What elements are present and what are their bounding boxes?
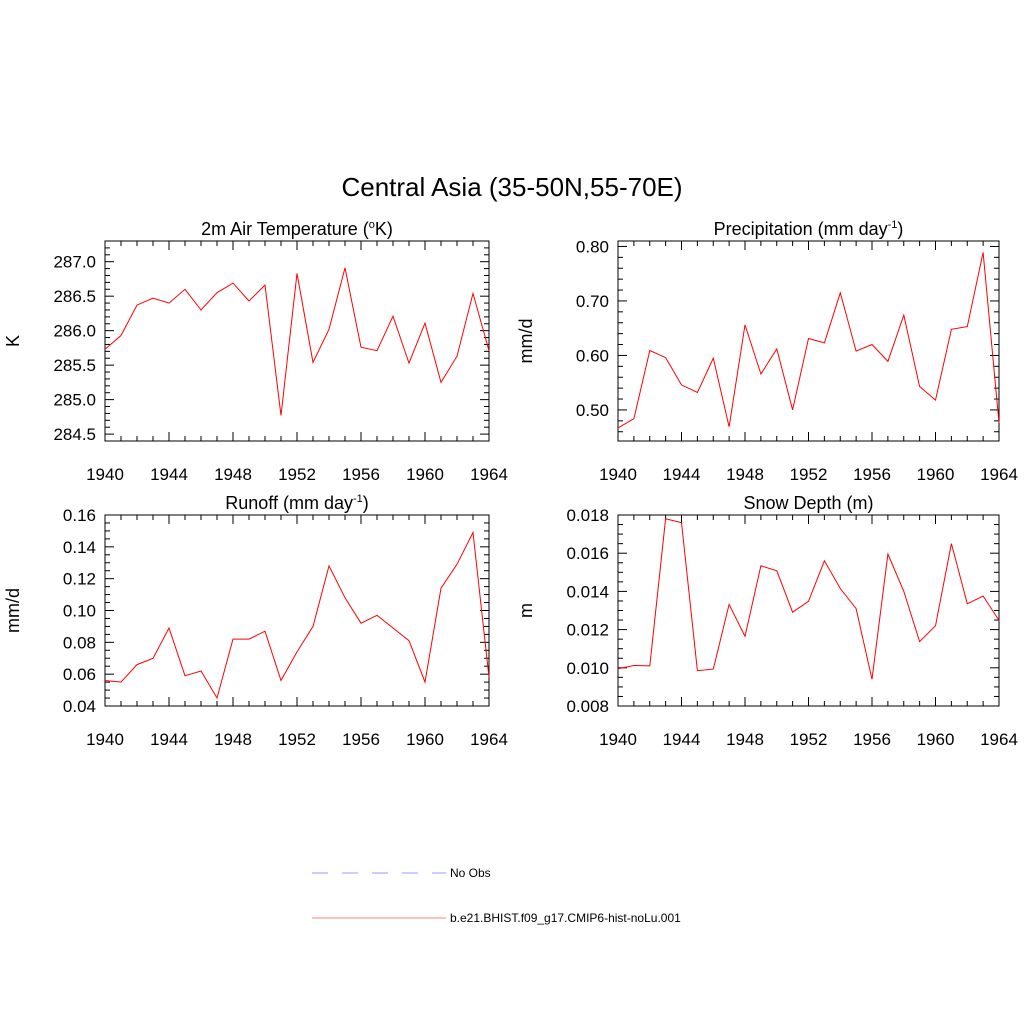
y-tick-label: 0.018 <box>566 506 609 525</box>
legend: No Obs b.e21.BHIST.f09_g17.CMIP6-hist-noL… <box>312 866 681 925</box>
figure-title: Central Asia (35-50N,55-70E) <box>341 172 682 202</box>
x-tick-label: 1944 <box>663 465 701 484</box>
panel-precipitation: Precipitation (mm day-1) mm/d 1940 1944 1948… <box>516 219 1018 484</box>
y-tick-label: 284.5 <box>53 425 96 444</box>
x-tick-label: 1940 <box>86 465 124 484</box>
series-line <box>104 530 490 700</box>
y-tick-label: 0.016 <box>566 544 609 563</box>
y-tick-label: 0.12 <box>63 570 96 589</box>
x-tick-label: 1964 <box>980 465 1018 484</box>
y-tick-label: 0.06 <box>63 665 96 684</box>
y-tick-label: 0.14 <box>63 538 96 557</box>
plot-frame <box>617 514 1000 707</box>
x-tick-label: 1948 <box>726 730 764 749</box>
plot-frame <box>104 240 490 442</box>
y-tick-label: 0.16 <box>63 506 96 525</box>
series-line <box>104 267 490 416</box>
y-tick-label: 286.0 <box>53 322 96 341</box>
x-tick-label: 1948 <box>214 730 252 749</box>
y-tick-label: 0.50 <box>576 401 609 420</box>
x-tick-label: 1960 <box>917 465 955 484</box>
y-tick-label: 0.10 <box>63 602 96 621</box>
legend-item: b.e21.BHIST.f09_g17.CMIP6-hist-noLu.001 <box>312 911 681 925</box>
y-axis-label: mm/d <box>516 319 536 364</box>
x-tick-label: 1964 <box>470 465 508 484</box>
y-tick-label: 0.60 <box>576 346 609 365</box>
x-tick-label: 1944 <box>663 730 701 749</box>
y-tick-label: 0.80 <box>576 237 609 256</box>
y-tick-label: 0.08 <box>63 633 96 652</box>
y-tick-label: 287.0 <box>53 253 96 272</box>
x-tick-label: 1952 <box>278 730 316 749</box>
panel-title: Runoff (mm day-1) <box>225 493 369 513</box>
y-tick-label: 0.014 <box>566 582 609 601</box>
panel-runoff: Runoff (mm day-1) mm/d 1940 1944 1948 1952 195… <box>3 493 508 749</box>
x-tick-label: 1960 <box>917 730 955 749</box>
panel-title: Precipitation (mm day-1) <box>714 219 904 239</box>
series-line <box>617 252 1000 429</box>
y-axis-label: m <box>516 603 536 618</box>
x-tick-label: 1940 <box>599 465 637 484</box>
panel-temperature: 2m Air Temperature (oK) K 1940 1944 1948 1952… <box>3 219 508 484</box>
x-tick-label: 1952 <box>278 465 316 484</box>
legend-label: b.e21.BHIST.f09_g17.CMIP6-hist-noLu.001 <box>450 911 681 925</box>
y-tick-label: 285.5 <box>53 356 96 375</box>
x-tick-label: 1948 <box>214 465 252 484</box>
y-tick-label: 0.04 <box>63 697 96 716</box>
series-line <box>617 518 1000 680</box>
y-tick-label: 0.70 <box>576 292 609 311</box>
plot-frame <box>617 240 1000 442</box>
y-axis-label: mm/d <box>3 588 23 633</box>
x-tick-label: 1944 <box>150 465 188 484</box>
panels-group: 2m Air Temperature (oK) K 1940 1944 1948 1952… <box>3 219 1018 749</box>
y-tick-label: 0.008 <box>566 697 609 716</box>
panel-title: 2m Air Temperature (oK) <box>201 219 393 239</box>
x-tick-label: 1960 <box>406 465 444 484</box>
x-tick-label: 1940 <box>86 730 124 749</box>
x-tick-label: 1952 <box>790 465 828 484</box>
y-tick-label: 286.5 <box>53 287 96 306</box>
y-axis-label: K <box>3 335 23 347</box>
x-tick-label: 1956 <box>853 465 891 484</box>
x-tick-label: 1956 <box>342 465 380 484</box>
x-tick-label: 1964 <box>980 730 1018 749</box>
legend-item: No Obs <box>312 866 491 880</box>
legend-label: No Obs <box>450 866 491 880</box>
panel-title: Snow Depth (m) <box>743 493 873 513</box>
y-tick-label: 0.012 <box>566 621 609 640</box>
x-tick-label: 1964 <box>470 730 508 749</box>
y-tick-label: 0.010 <box>566 659 609 678</box>
x-tick-label: 1956 <box>853 730 891 749</box>
x-tick-label: 1960 <box>406 730 444 749</box>
x-tick-label: 1952 <box>790 730 828 749</box>
x-tick-label: 1956 <box>342 730 380 749</box>
y-tick-label: 285.0 <box>53 391 96 410</box>
x-tick-label: 1940 <box>599 730 637 749</box>
plot-frame <box>104 514 490 707</box>
panel-snow-depth: Snow Depth (m) m 1940 1944 1948 1952 1956 1960 1… <box>516 493 1018 749</box>
x-tick-label: 1944 <box>150 730 188 749</box>
x-tick-label: 1948 <box>726 465 764 484</box>
